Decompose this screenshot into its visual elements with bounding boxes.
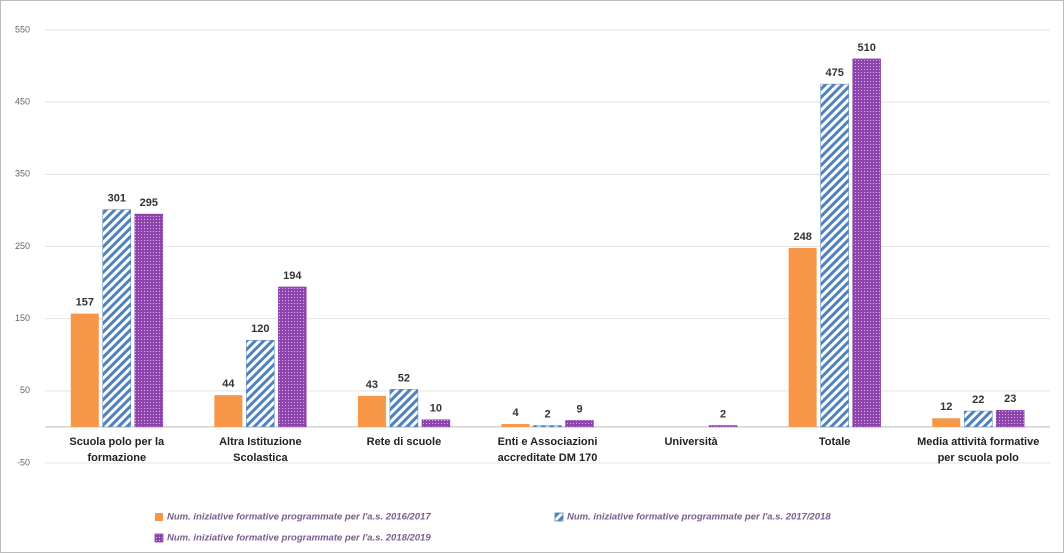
value-label: 43 [366,379,378,391]
label-line: accreditate DM 170 [498,452,598,464]
value-label: 510 [857,42,875,54]
legend-swatch [554,512,564,522]
x-tick-label: Scuola polo per la formazione [69,436,165,464]
y-tick-label: 550 [15,24,30,34]
bar [788,247,817,427]
label-line: per scuola polo [938,452,1020,464]
bar [70,313,99,427]
label-line: Media attività formative [917,436,1039,448]
bar [820,83,849,428]
value-label: 2 [720,408,726,420]
x-tick-label: Media attività formative per scuola polo [917,436,1039,464]
legend-label: Num. iniziative formative programmate pe… [167,533,431,544]
legend-label: Num. iniziative formative programmate pe… [567,512,831,523]
y-tick-label: -50 [17,457,30,467]
bar [533,425,562,428]
bar [501,424,530,427]
y-tick-label: 50 [20,385,30,395]
value-label: 248 [793,231,811,243]
value-label: 23 [1004,393,1016,405]
bar [278,286,307,428]
label-line: Università [664,436,718,448]
y-tick-label: 150 [15,313,30,323]
bar [852,58,881,428]
value-label: 52 [398,372,410,384]
x-tick-label: Università [664,436,718,448]
label-line: Rete di scuole [367,436,442,448]
bar [214,395,243,427]
bar [134,213,164,428]
bar [246,340,275,428]
y-tick-label: 350 [15,169,30,179]
label-line: Totale [819,436,851,448]
bar [932,418,961,427]
legend-swatch [154,533,164,543]
value-label: 194 [283,270,302,282]
value-label: 44 [222,378,235,390]
bar [102,209,132,428]
label-line: Enti e Associazioni [498,436,598,448]
bar [565,420,594,428]
label-line: Altra Istituzione [219,436,302,448]
value-label: 22 [972,394,984,406]
bar [708,425,738,428]
value-label: 9 [576,403,582,415]
y-tick-label: 250 [15,241,30,251]
legend-label: Num. iniziative formative programmate pe… [167,512,431,523]
bar [995,410,1025,428]
value-label: 301 [108,193,126,205]
value-label: 295 [140,197,158,209]
x-tick-label: Enti e Associazioni accreditate DM 170 [498,436,598,464]
label-line: Scolastica [233,452,288,464]
y-tick-label: 450 [15,97,30,107]
bar [963,410,993,428]
value-label: 475 [825,67,843,79]
label-line: formazione [87,452,146,464]
label-line: Scuola polo per la [69,436,165,448]
value-label: 2 [544,408,550,420]
bar [421,419,451,428]
value-label: 12 [940,401,952,413]
x-tick-label: Totale [819,436,851,448]
value-label: 157 [76,297,94,309]
value-label: 10 [430,403,442,415]
x-tick-label: Altra Istituzione Scolastica [219,436,302,464]
bar [357,395,386,427]
value-label: 4 [512,407,519,419]
bar [389,389,419,428]
x-tick-label: Rete di scuole [367,436,442,448]
legend-swatch [155,513,163,521]
value-label: 120 [251,323,269,335]
